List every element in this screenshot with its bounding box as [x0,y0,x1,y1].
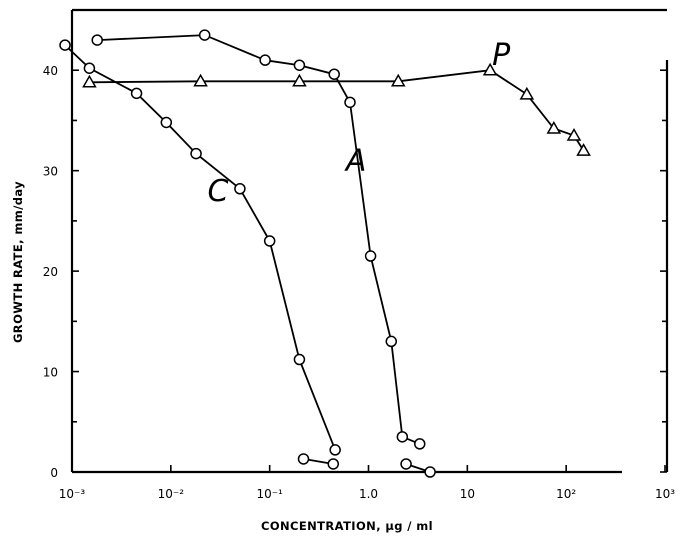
series-a-point-0-7 [385,335,398,348]
y-tick-label: 10 [43,366,58,380]
series-c-point-0-5 [234,182,246,195]
series-a-label: A [344,144,367,179]
series-c-point-0-1 [83,62,96,74]
x-tick-label: 10⁻¹ [256,487,283,501]
axes [70,8,669,474]
y-tick-label: 40 [43,64,58,78]
y-tick-label: 0 [50,466,58,480]
x-tick-label: 10 [460,487,475,501]
series-c-label: C [208,174,229,209]
x-tick-label: 1.0 [359,487,378,501]
x-tick-label: 10⁻³ [59,487,86,501]
series-a-point-0-0 [91,34,103,46]
series-c-point-0-4 [190,147,202,160]
series-p-point-0-3 [390,73,406,87]
series-c-point-0-2 [130,87,143,100]
series-labels: C A P [208,38,512,209]
y-axis-title: GROWTH RATE, mm/day [11,181,25,343]
series-a-point-0-2 [259,54,271,66]
x-tick-label: 10³ [655,487,675,501]
x-tick-label: 10⁻² [158,487,185,501]
x-axis-title: CONCENTRATION, μg / ml [261,519,433,533]
series-p-point-0-1 [193,73,208,87]
series-c-point-1-0 [297,453,310,465]
series-c-point-0-8 [329,444,341,456]
series-p-point-0-8 [576,143,591,156]
y-tick-label: 30 [43,165,58,179]
series-lines [64,34,585,473]
series-c-point-0-6 [263,235,276,247]
series-c-line-0 [64,44,337,451]
series-a-point-0-5 [344,96,356,109]
series-p-point-0-5 [519,86,535,100]
series-p-point-0-2 [292,73,307,87]
series-a-point-0-4 [328,68,340,80]
series-a-point-0-8 [396,431,409,443]
series-a-point-0-9 [413,438,426,450]
series-a-point-0-1 [198,29,211,41]
series-c-point-1-1 [327,458,340,470]
series-a-point-0-3 [293,59,306,71]
x-tick-label: 10² [556,487,576,501]
series-p-point-0-4 [482,62,498,76]
series-c-point-0-7 [293,353,306,366]
series-p-point-0-0 [82,74,97,88]
series-a-point-1-0 [400,458,412,470]
series-markers [59,29,591,478]
series-p-label: P [492,38,511,73]
series-c-point-0-3 [160,116,173,129]
series-a-point-0-6 [364,250,377,262]
series-c-point-0-0 [59,39,71,51]
series-a-line-0 [97,34,421,445]
series-p-line-0 [89,69,585,152]
series-a-point-1-1 [424,466,436,478]
series-p-point-0-6 [546,120,562,134]
ticks: 10⁻³ 10⁻² 10⁻¹ 1.0 10 10² 10³ 0 10 20 30 40 [43,64,676,501]
series-p-point-0-7 [566,127,582,141]
y-tick-label: 20 [43,265,58,279]
